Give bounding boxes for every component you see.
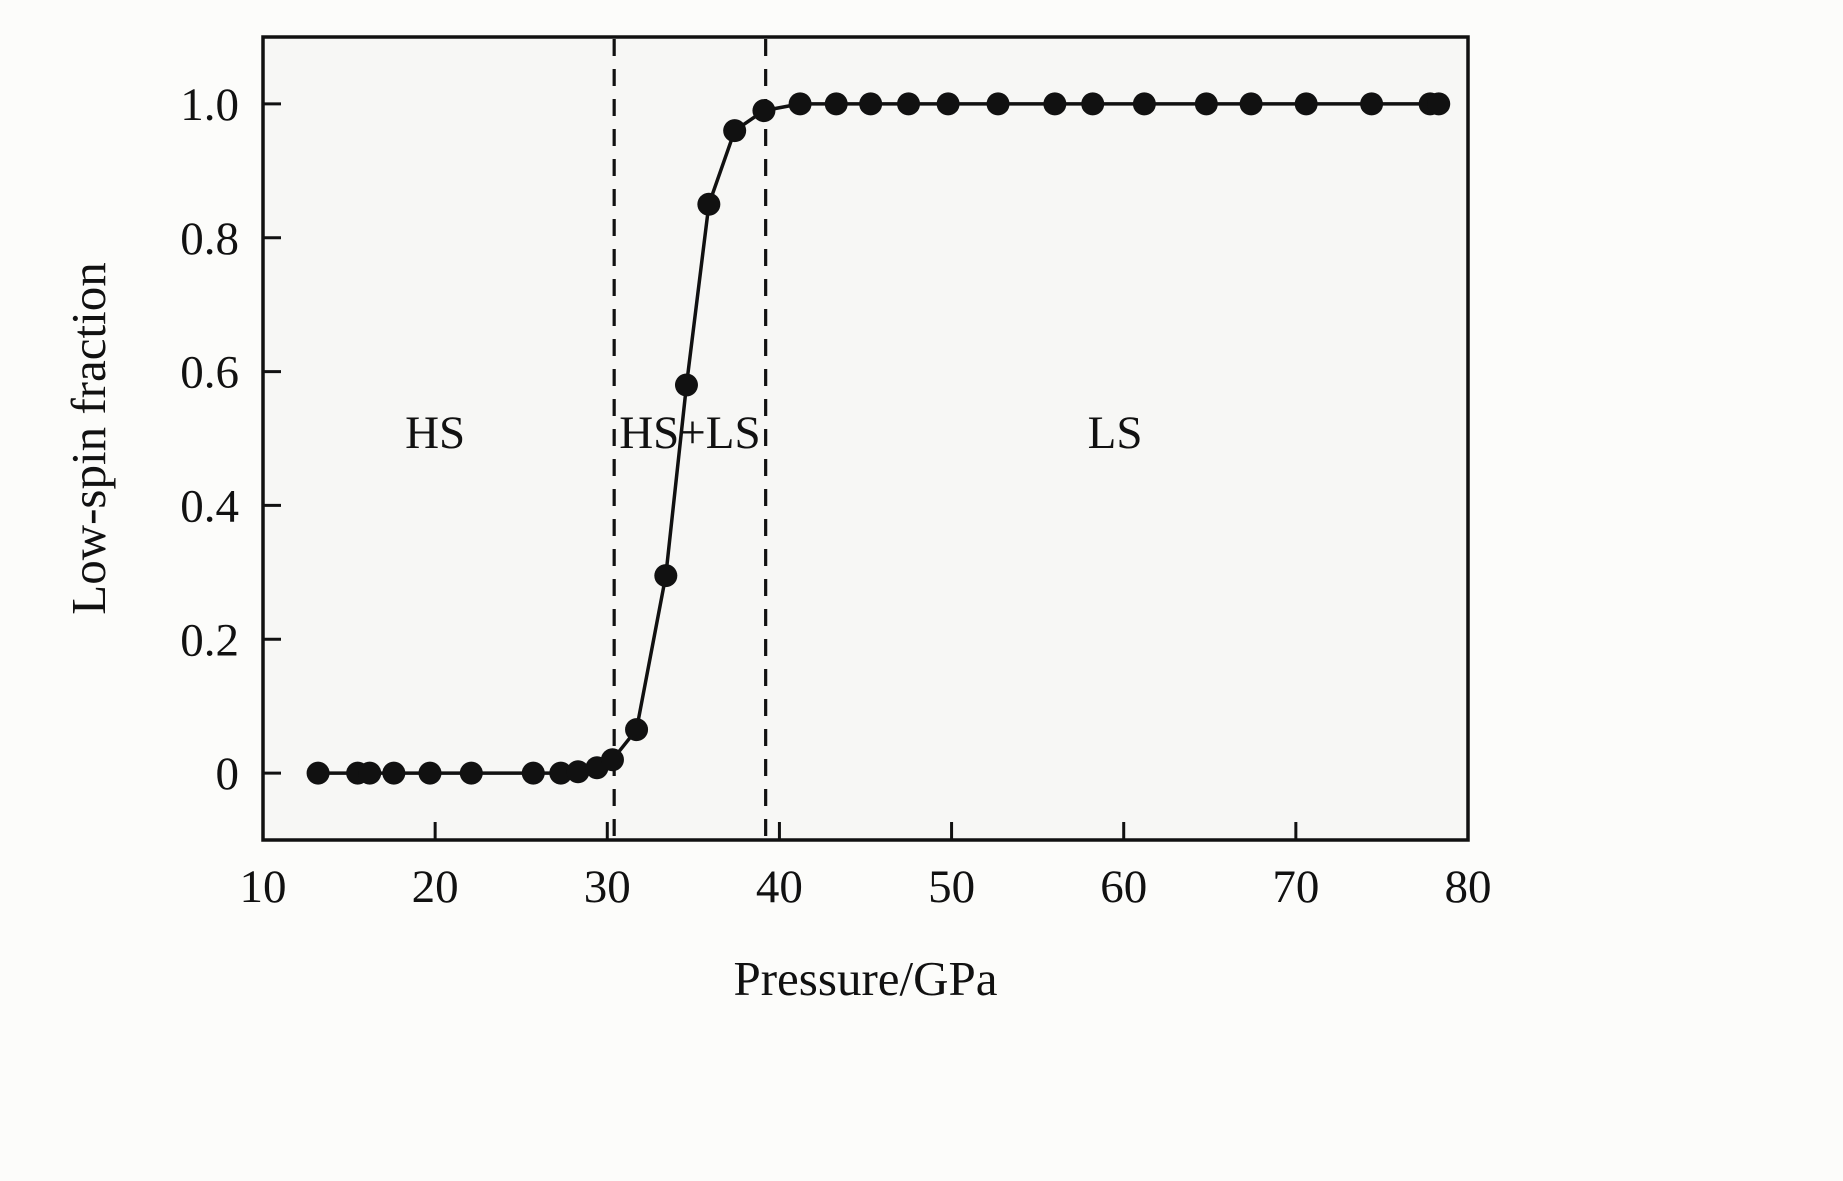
data-point [788,92,812,116]
data-point [566,760,590,784]
data-point [600,748,624,772]
data-point [697,192,721,216]
y-tick-label: 0.6 [180,347,239,399]
y-tick-label: 0.4 [180,480,239,532]
data-point [986,92,1010,116]
region-annotation: HS+LS [619,407,760,459]
data-point [824,92,848,116]
region-annotation: LS [1088,407,1143,459]
x-tick-label: 30 [584,861,631,913]
data-point [1081,92,1105,116]
x-tick-label: 70 [1272,861,1319,913]
data-point [859,92,883,116]
data-point [549,761,573,785]
x-tick-label: 20 [412,861,459,913]
x-tick-label: 40 [756,861,803,913]
plot-border [261,35,1470,842]
data-point [1427,92,1451,116]
data-point [625,718,649,742]
data-point [521,761,545,785]
y-tick-label: 1.0 [180,79,239,131]
data-point [897,92,921,116]
x-axis-title: Pressure/GPa [733,951,997,1006]
x-tick-label: 50 [928,861,975,913]
data-point [1043,92,1067,116]
data-point [459,761,483,785]
y-tick-label: 0.2 [180,614,239,666]
data-point [306,761,330,785]
data-point [936,92,960,116]
y-tick-label: 0 [216,748,240,800]
region-annotation: HS [405,407,465,459]
data-point [1132,92,1156,116]
data-point [752,99,776,123]
data-point [358,761,382,785]
y-tick-label: 0.8 [180,213,239,265]
x-tick-label: 80 [1445,861,1492,913]
data-point [1294,92,1318,116]
data-point [382,761,406,785]
data-point [723,119,747,143]
plot-area [263,37,1468,840]
y-axis-title: Low-spin fraction [61,262,116,614]
data-point [1239,92,1263,116]
x-tick-label: 60 [1100,861,1147,913]
data-point [674,373,698,397]
x-tick-label: 10 [240,861,287,913]
data-point [654,564,678,588]
data-point [1194,92,1218,116]
data-point [1360,92,1384,116]
data-point [418,761,442,785]
